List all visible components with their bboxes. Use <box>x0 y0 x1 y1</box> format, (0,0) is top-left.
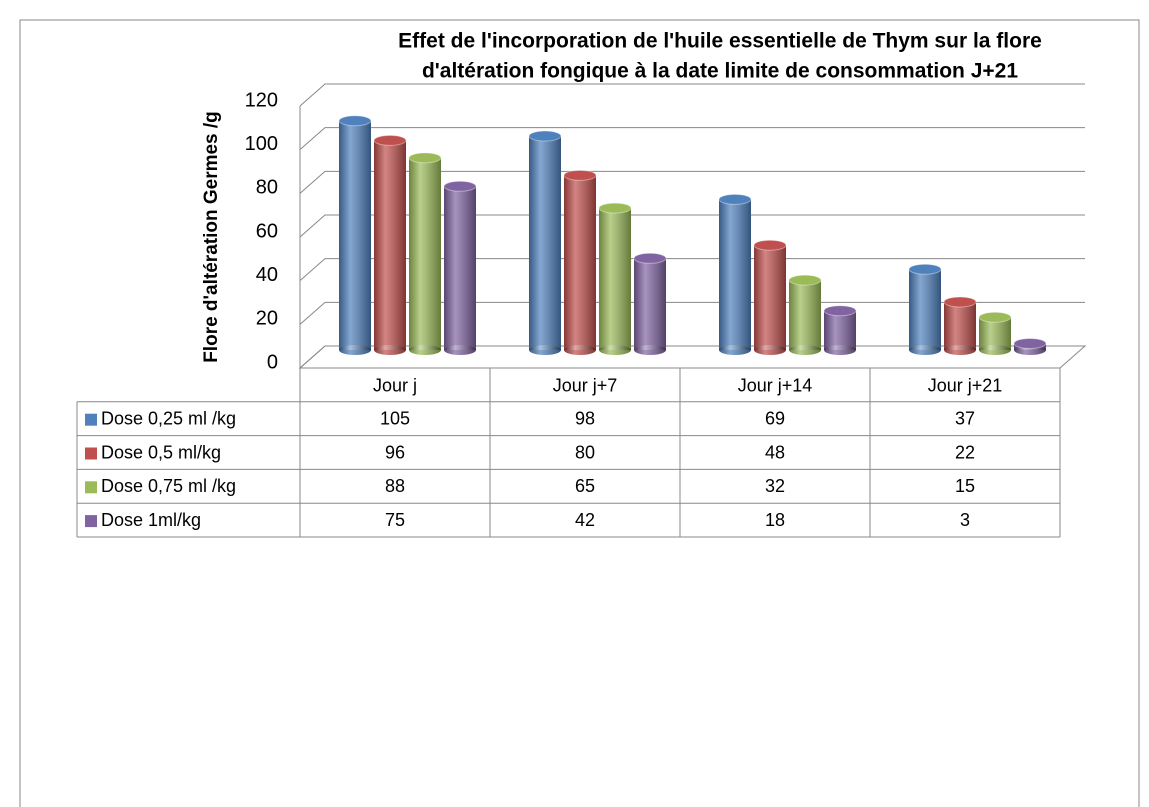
x-tick-label: Jour j+7 <box>553 376 618 396</box>
x-tick-label: Jour j <box>373 376 417 396</box>
table-value: 15 <box>955 476 975 496</box>
legend-swatch <box>85 447 97 460</box>
bar-top <box>718 193 752 205</box>
y-axis-title: Flore d'altération Germes /g <box>201 111 222 363</box>
bar-shade <box>634 258 666 350</box>
table-value: 96 <box>385 442 405 462</box>
bar-shade <box>409 157 441 350</box>
table-value: 42 <box>575 510 595 530</box>
x-tick-label: Jour j+21 <box>928 376 1003 396</box>
bar-shade <box>599 208 631 350</box>
bar-top <box>753 239 787 251</box>
bar-top <box>823 305 857 317</box>
bar-base-shade <box>909 345 941 355</box>
legend-swatch <box>85 481 97 494</box>
y-tick-label: 20 <box>256 308 278 330</box>
bar-base-shade <box>564 345 596 355</box>
table-value: 75 <box>385 510 405 530</box>
bar-base-shade <box>944 345 976 355</box>
bar-base-shade <box>754 345 786 355</box>
table-value: 37 <box>955 408 975 428</box>
bar-top <box>408 152 442 164</box>
bar-base-shade <box>824 345 856 355</box>
bar-base-shade <box>339 345 371 355</box>
bar-base-shade <box>409 345 441 355</box>
bar-shade <box>824 310 856 350</box>
bar-shade <box>754 245 786 350</box>
legend-swatch <box>85 515 97 528</box>
bar-top <box>943 296 977 308</box>
bar-top <box>373 134 407 146</box>
bar-top <box>443 180 477 192</box>
bar-top <box>908 263 942 275</box>
bar-shade <box>374 140 406 350</box>
bar-shade <box>789 280 821 350</box>
y-tick-label: 0 <box>267 351 278 373</box>
table-value: 98 <box>575 408 595 428</box>
legend-label: Dose 0,25 ml /kg <box>101 408 236 428</box>
bar-shade <box>339 120 371 350</box>
bar-shade <box>444 186 476 350</box>
bar-base-shade <box>719 345 751 355</box>
bar-base-shade <box>374 345 406 355</box>
grid-line <box>299 127 1085 151</box>
y-tick-label: 100 <box>245 133 278 155</box>
table-value: 3 <box>960 510 970 530</box>
grid-line <box>299 83 1085 107</box>
bar-shade <box>909 269 941 350</box>
table-value: 80 <box>575 442 595 462</box>
table-value: 32 <box>765 476 785 496</box>
bar-top <box>338 115 372 127</box>
grid-line <box>299 170 1085 194</box>
bar-top <box>978 311 1012 323</box>
bar-base-shade <box>634 345 666 355</box>
legend-label: Dose 1ml/kg <box>101 510 201 530</box>
bar-base-shade <box>599 345 631 355</box>
legend-swatch <box>85 413 97 426</box>
bar-base-shade <box>444 345 476 355</box>
table-value: 65 <box>575 476 595 496</box>
bar-top <box>563 169 597 181</box>
y-tick-label: 120 <box>245 89 278 111</box>
grid-line <box>299 258 1085 282</box>
legend-label: Dose 0,5 ml/kg <box>101 442 221 462</box>
bar-top <box>598 202 632 214</box>
y-tick-label: 60 <box>256 220 278 242</box>
y-tick-label: 80 <box>256 177 278 199</box>
table-value: 18 <box>765 510 785 530</box>
grid-line <box>299 301 1085 325</box>
y-tick-label: 40 <box>256 264 278 286</box>
legend-label: Dose 0,75 ml /kg <box>101 476 236 496</box>
table-value: 88 <box>385 476 405 496</box>
bar-shade <box>564 175 596 350</box>
bar-shade <box>944 301 976 350</box>
chart-title: d'altération fongique à la date limite d… <box>422 60 1018 83</box>
bar-base-shade <box>529 345 561 355</box>
x-tick-label: Jour j+14 <box>738 376 813 396</box>
bar-top <box>528 130 562 142</box>
bar-top <box>633 252 667 264</box>
chart-border <box>19 19 1140 807</box>
bar-shade <box>529 136 561 350</box>
bar-shade <box>719 199 751 350</box>
table-value: 105 <box>380 408 410 428</box>
table-value: 22 <box>955 442 975 462</box>
bar-shade <box>979 317 1011 350</box>
table-value: 69 <box>765 408 785 428</box>
table-value: 48 <box>765 442 785 462</box>
bar-top <box>788 274 822 286</box>
chart-title: Effet de l'incorporation de l'huile esse… <box>398 30 1042 53</box>
bar-base-shade <box>979 345 1011 355</box>
bar-top <box>1013 337 1047 349</box>
grid-line <box>299 214 1085 238</box>
bar-base-shade <box>789 345 821 355</box>
